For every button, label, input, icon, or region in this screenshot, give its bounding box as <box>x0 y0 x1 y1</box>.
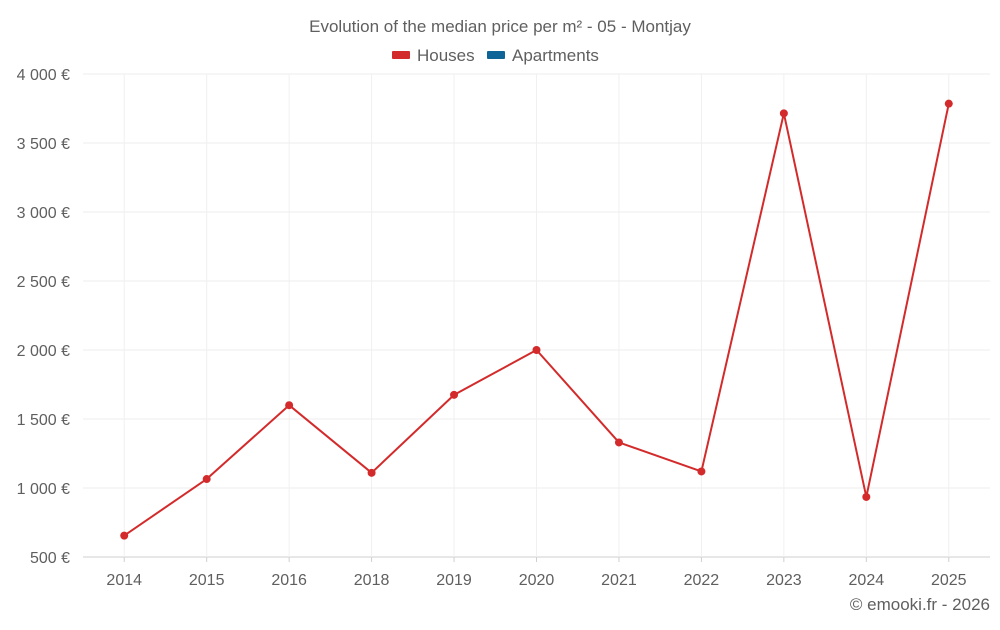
data-point[interactable] <box>532 346 541 354</box>
legend-swatch-apartments <box>487 51 505 59</box>
data-point[interactable] <box>202 475 211 484</box>
data-point[interactable] <box>367 468 376 477</box>
y-tick-label: 4 000 € <box>17 67 70 84</box>
series-layer <box>120 99 953 540</box>
data-point[interactable] <box>944 99 953 108</box>
legend-item-apartments[interactable]: Apartments <box>487 46 599 65</box>
x-tick-label: 2022 <box>684 572 720 589</box>
chart-title: Evolution of the median price per m² - 0… <box>309 17 691 36</box>
data-point[interactable] <box>779 109 788 118</box>
data-point[interactable] <box>120 531 129 540</box>
y-tick-label: 2 500 € <box>17 274 70 291</box>
data-point[interactable] <box>614 438 623 447</box>
y-tick-label: 3 000 € <box>17 205 70 222</box>
x-axis: 2014 2015 2016 2018 2019 2020 2021 2022 2023 2024… <box>106 557 967 589</box>
data-point[interactable] <box>285 401 294 410</box>
x-tick-label: 2015 <box>189 572 225 589</box>
credit-text: © emooki.fr - 2026 <box>850 595 990 614</box>
y-tick-label: 1 500 € <box>17 412 70 429</box>
legend-swatch-houses <box>392 51 410 59</box>
legend-item-houses[interactable]: Houses <box>392 46 475 65</box>
y-axis: 500 € 1 000 € 1 500 € 2 000 € 2 500 € 3 000 €… <box>17 67 70 567</box>
legend-label-apartments: Apartments <box>512 46 599 65</box>
y-tick-label: 1 000 € <box>17 481 70 498</box>
data-point[interactable] <box>862 492 871 501</box>
y-tick-label: 3 500 € <box>17 136 70 153</box>
x-tick-label: 2018 <box>354 572 390 589</box>
x-tick-label: 2023 <box>766 572 802 589</box>
x-tick-label: 2021 <box>601 572 637 589</box>
data-point[interactable] <box>697 467 706 476</box>
x-tick-label: 2025 <box>931 572 967 589</box>
y-tick-label: 2 000 € <box>17 343 70 360</box>
x-tick-label: 2024 <box>849 572 885 589</box>
legend: Houses Apartments <box>392 46 599 65</box>
grid-lines <box>83 73 990 558</box>
x-tick-label: 2020 <box>519 572 555 589</box>
x-tick-label: 2016 <box>271 572 307 589</box>
x-tick-label: 2019 <box>436 572 472 589</box>
y-tick-label: 500 € <box>30 550 70 567</box>
legend-label-houses: Houses <box>417 46 475 65</box>
data-point[interactable] <box>450 390 459 399</box>
x-tick-label: 2014 <box>106 572 142 589</box>
